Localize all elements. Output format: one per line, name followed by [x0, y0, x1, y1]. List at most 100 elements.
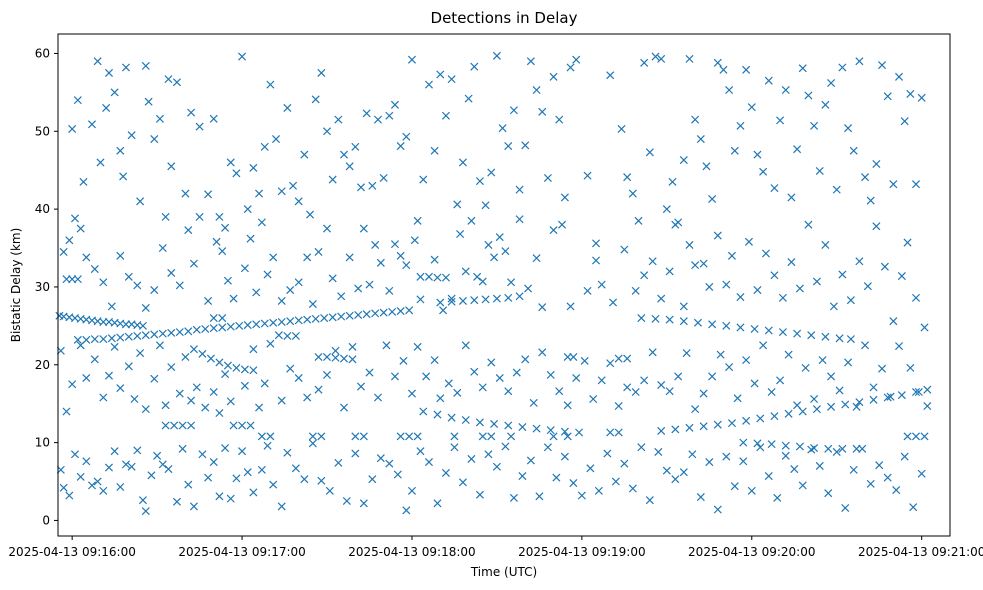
data-point-marker [920, 432, 929, 441]
data-point-marker [804, 91, 813, 100]
data-point-marker [713, 420, 722, 429]
data-point-marker [405, 432, 414, 441]
data-point-marker [781, 451, 790, 460]
data-point-marker [328, 313, 337, 322]
data-point-marker [99, 486, 108, 495]
data-point-marker [889, 317, 898, 326]
data-point-marker [73, 335, 82, 344]
data-point-marker [218, 314, 227, 323]
data-point-marker [504, 293, 513, 302]
data-point-marker [246, 421, 255, 430]
data-point-marker [909, 503, 918, 512]
data-point-marker [243, 205, 252, 214]
data-point-marker [640, 58, 649, 67]
data-point-marker [509, 106, 518, 115]
data-point-marker [303, 315, 312, 324]
data-point-marker [883, 473, 892, 482]
data-point-marker [198, 349, 207, 358]
data-point-marker [524, 284, 533, 293]
data-point-marker [379, 173, 388, 183]
data-point-marker [283, 331, 292, 341]
data-point-marker [543, 173, 552, 183]
data-point-marker [807, 445, 816, 454]
data-point-marker [603, 449, 612, 458]
data-point-marker [90, 265, 99, 274]
data-point-marker [634, 216, 643, 225]
data-point-marker [580, 356, 589, 365]
data-point-marker [300, 475, 309, 484]
data-point-marker [498, 124, 507, 133]
data-point-marker [354, 284, 363, 293]
data-point-marker [141, 331, 150, 340]
data-point-marker [810, 121, 819, 130]
data-point-marker [266, 80, 275, 89]
series-noise [56, 51, 932, 516]
data-point-marker [478, 383, 487, 392]
scatter-points [55, 51, 932, 516]
data-point-marker [841, 400, 850, 409]
data-point-marker [204, 473, 213, 482]
data-point-marker [314, 385, 323, 394]
data-point-marker [138, 496, 147, 505]
data-point-marker [753, 150, 762, 159]
data-point-marker [558, 220, 567, 229]
data-point-marker [679, 156, 688, 165]
data-point-marker [829, 302, 838, 311]
data-point-marker [249, 163, 258, 172]
data-point-marker [617, 124, 626, 133]
data-point-marker [750, 379, 759, 388]
data-point-marker [504, 421, 513, 430]
data-point-marker [322, 127, 332, 136]
data-point-marker [637, 443, 646, 452]
data-point-marker [274, 331, 283, 340]
data-point-marker [657, 426, 666, 435]
series-track-g [657, 385, 932, 435]
data-point-marker [628, 484, 637, 493]
data-point-marker [317, 432, 326, 441]
data-point-marker [201, 324, 210, 333]
data-point-marker [272, 135, 281, 144]
data-point-marker [184, 480, 193, 489]
data-point-marker [569, 479, 578, 488]
data-point-marker [328, 175, 337, 184]
series-track-d [436, 292, 524, 307]
data-point-marker [761, 249, 770, 258]
series-track-h [739, 438, 861, 453]
data-point-marker [753, 286, 762, 295]
data-point-marker [543, 443, 552, 452]
data-point-marker [121, 460, 130, 469]
data-point-marker [322, 370, 332, 379]
data-point-marker [413, 342, 422, 351]
data-point-marker [150, 135, 159, 144]
data-point-marker [589, 394, 598, 404]
data-point-marker [447, 75, 456, 84]
data-point-marker [722, 321, 731, 330]
data-point-marker [141, 61, 150, 70]
data-point-marker [334, 115, 343, 124]
data-point-marker [198, 450, 207, 459]
data-point-marker [747, 103, 756, 112]
data-point-marker [481, 201, 490, 210]
data-point-marker [82, 457, 91, 466]
data-point-marker [759, 341, 768, 350]
data-point-marker [407, 486, 416, 495]
data-point-marker [192, 383, 201, 392]
data-point-marker [413, 216, 422, 225]
data-point-marker [770, 271, 779, 280]
data-point-marker [277, 317, 286, 326]
data-point-marker [167, 328, 176, 337]
data-point-marker [269, 253, 278, 262]
data-point-marker [906, 363, 915, 372]
data-point-marker [716, 350, 725, 359]
data-point-marker [849, 146, 858, 155]
data-point-marker [184, 327, 193, 336]
data-point-marker [257, 465, 266, 474]
data-point-marker [447, 294, 456, 303]
data-point-marker [685, 54, 694, 63]
data-point-marker [68, 380, 77, 389]
x-tick-label: 2025-04-13 09:21:00 [858, 545, 983, 559]
data-point-marker [218, 323, 227, 332]
data-point-marker [390, 100, 400, 109]
data-point-marker [433, 273, 442, 282]
data-point-marker [334, 458, 343, 467]
